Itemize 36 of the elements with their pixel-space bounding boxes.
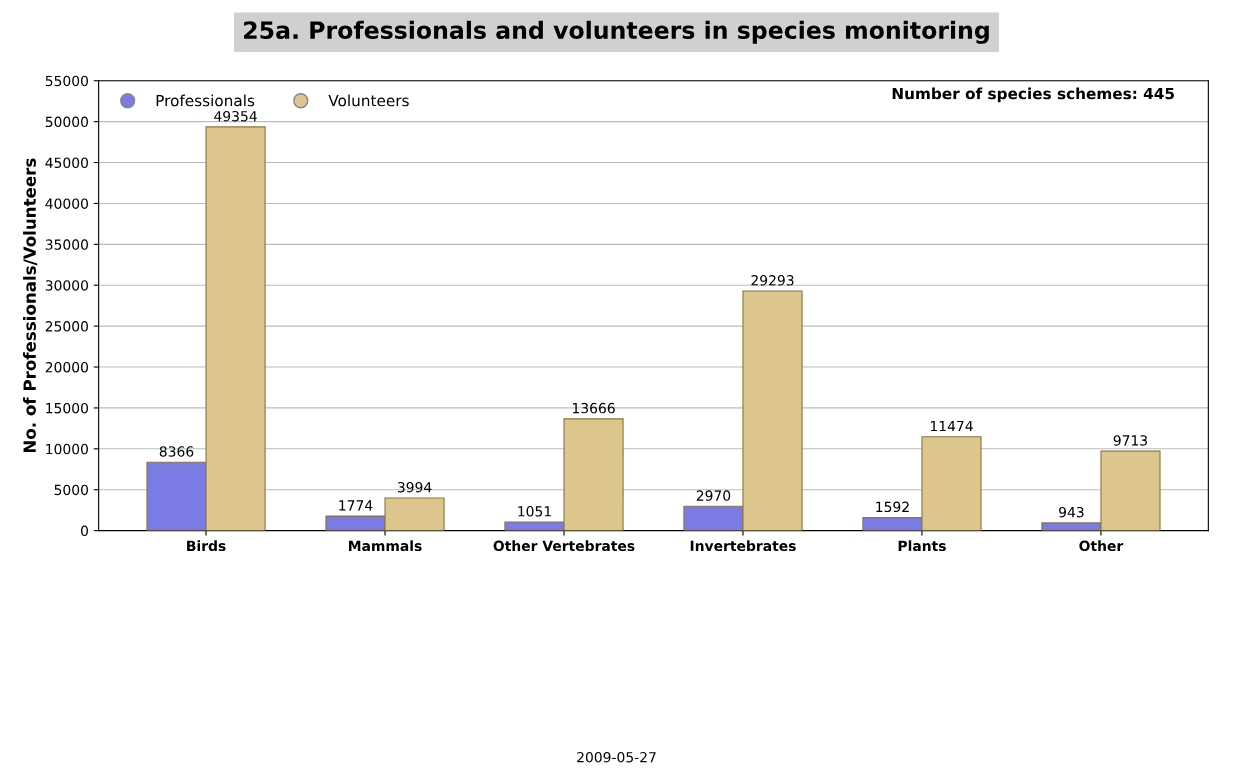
x-tick-label: Invertebrates (690, 540, 796, 552)
text: 2009-05-27 (577, 751, 656, 763)
data-label: 29293 (751, 275, 794, 286)
y-tick-label: 55000 (45, 75, 88, 87)
chart-title: 25a. Professionals and volunteers in species monitoring (244, 20, 989, 44)
x-tick-label: Other (1079, 540, 1124, 552)
y-tick-label: 45000 (45, 157, 88, 169)
data-label: 943 (1059, 506, 1084, 518)
y-tick-label: 5000 (54, 484, 88, 496)
data-label: 8366 (159, 446, 194, 457)
data-label: 1592 (876, 501, 909, 513)
data-label: 1051 (518, 506, 551, 517)
data-label: 13666 (572, 402, 615, 414)
data-label: 9713 (1113, 435, 1148, 446)
data-label: 2970 (696, 490, 731, 501)
x-tick-label: Mammals (349, 540, 422, 552)
x-tick-label: Birds (187, 540, 226, 552)
x-tick-label: Plants (898, 540, 946, 552)
y-tick-label: 15000 (46, 402, 88, 414)
y-tick-label: 35000 (45, 239, 88, 250)
y-axis-title: No. of Professionals/Volunteers (23, 158, 38, 453)
y-tick-label: 40000 (45, 198, 88, 209)
legend-label: Professionals (156, 94, 255, 107)
y-tick-label: 0 (81, 525, 88, 537)
data-label: 49354 (214, 110, 257, 122)
data-label: 1774 (339, 500, 373, 511)
data-label: 3994 (397, 481, 432, 493)
x-tick-label: Other Vertebrates (493, 540, 635, 552)
y-tick-label: 25000 (45, 321, 88, 332)
data-label: 11474 (930, 420, 973, 432)
y-tick-label: 30000 (45, 280, 88, 291)
annotation: Number of species schemes: 445 (892, 87, 1174, 103)
legend-label: Volunteers (328, 94, 409, 107)
y-tick-label: 20000 (45, 361, 88, 373)
y-tick-label: 50000 (45, 116, 88, 128)
y-tick-label: 10000 (46, 443, 88, 455)
